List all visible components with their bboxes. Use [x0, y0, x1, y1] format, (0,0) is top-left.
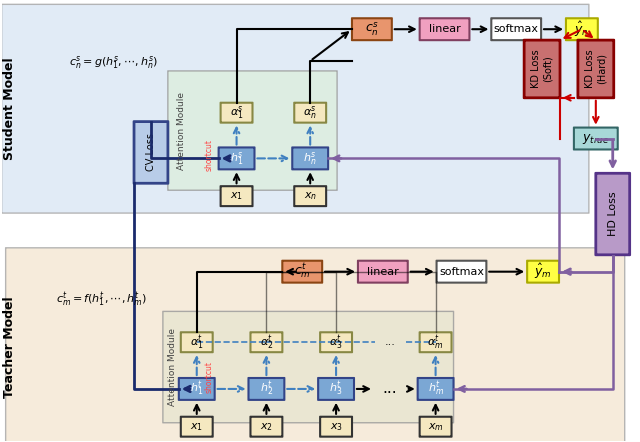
Text: linear: linear — [429, 24, 460, 34]
Text: HD Loss: HD Loss — [608, 192, 618, 236]
FancyBboxPatch shape — [318, 378, 354, 400]
FancyBboxPatch shape — [418, 378, 454, 400]
Text: ...: ... — [385, 337, 396, 347]
FancyBboxPatch shape — [181, 332, 212, 352]
Text: $x_m$: $x_m$ — [428, 421, 444, 433]
Text: $h_1^s$: $h_1^s$ — [230, 150, 243, 167]
Text: $x_n$: $x_n$ — [303, 190, 317, 202]
Text: Student Model: Student Model — [3, 57, 16, 160]
Text: softmax: softmax — [439, 267, 484, 277]
Text: Attention Module: Attention Module — [168, 328, 177, 406]
Text: $x_2$: $x_2$ — [260, 421, 273, 433]
Text: $x_3$: $x_3$ — [330, 421, 342, 433]
FancyBboxPatch shape — [179, 378, 214, 400]
FancyBboxPatch shape — [420, 417, 452, 437]
FancyBboxPatch shape — [527, 261, 559, 282]
Text: linear: linear — [367, 267, 399, 277]
Text: softmax: softmax — [493, 24, 539, 34]
FancyBboxPatch shape — [250, 332, 282, 352]
FancyBboxPatch shape — [320, 417, 352, 437]
Text: $\alpha_2^t$: $\alpha_2^t$ — [260, 333, 273, 351]
Text: $\alpha_3^t$: $\alpha_3^t$ — [330, 333, 343, 351]
Text: $h_3^t$: $h_3^t$ — [330, 380, 343, 398]
FancyBboxPatch shape — [436, 261, 486, 282]
FancyBboxPatch shape — [250, 417, 282, 437]
Text: ...: ... — [383, 381, 397, 396]
Text: $h_2^t$: $h_2^t$ — [260, 380, 273, 398]
Text: $\hat{y}_m$: $\hat{y}_m$ — [534, 262, 552, 281]
FancyBboxPatch shape — [352, 18, 392, 40]
Text: $\alpha_m^t$: $\alpha_m^t$ — [428, 333, 444, 351]
Text: $h_m^t$: $h_m^t$ — [428, 380, 444, 398]
Text: $\alpha_n^s$: $\alpha_n^s$ — [303, 104, 317, 121]
FancyBboxPatch shape — [566, 18, 598, 40]
Text: $h_1^t$: $h_1^t$ — [190, 380, 204, 398]
FancyBboxPatch shape — [294, 103, 326, 122]
Text: $x_1$: $x_1$ — [190, 421, 204, 433]
Text: KD Loss
(Hard): KD Loss (Hard) — [585, 50, 607, 88]
FancyBboxPatch shape — [420, 332, 452, 352]
FancyBboxPatch shape — [134, 122, 168, 183]
Text: $h_n^s$: $h_n^s$ — [303, 150, 317, 167]
Text: CV Loss: CV Loss — [146, 133, 156, 171]
FancyBboxPatch shape — [358, 261, 408, 282]
Text: shortcut: shortcut — [204, 139, 213, 171]
FancyBboxPatch shape — [163, 312, 454, 423]
FancyBboxPatch shape — [320, 332, 352, 352]
Text: $c_m^t = f(h_1^t, \cdots, h_m^t)$: $c_m^t = f(h_1^t, \cdots, h_m^t)$ — [56, 290, 148, 309]
Text: $y_{true}$: $y_{true}$ — [582, 132, 609, 145]
FancyBboxPatch shape — [292, 148, 328, 169]
Text: $c_n^s$: $c_n^s$ — [365, 20, 379, 38]
FancyBboxPatch shape — [578, 40, 614, 98]
FancyBboxPatch shape — [2, 4, 589, 213]
FancyBboxPatch shape — [420, 18, 470, 40]
FancyBboxPatch shape — [294, 186, 326, 206]
Text: $c_m^t$: $c_m^t$ — [294, 262, 310, 281]
FancyBboxPatch shape — [219, 148, 255, 169]
Text: KD Loss
(Soft): KD Loss (Soft) — [531, 50, 553, 88]
Text: Teacher Model: Teacher Model — [3, 297, 16, 398]
Text: $c_n^s = g(h_1^s, \cdots, h_n^s)$: $c_n^s = g(h_1^s, \cdots, h_n^s)$ — [69, 54, 158, 72]
FancyBboxPatch shape — [6, 248, 625, 442]
FancyBboxPatch shape — [221, 103, 253, 122]
FancyBboxPatch shape — [181, 417, 212, 437]
FancyBboxPatch shape — [524, 40, 560, 98]
FancyBboxPatch shape — [492, 18, 541, 40]
FancyBboxPatch shape — [221, 186, 253, 206]
Text: $\alpha_1^t$: $\alpha_1^t$ — [190, 333, 204, 351]
FancyBboxPatch shape — [596, 173, 630, 255]
FancyBboxPatch shape — [248, 378, 284, 400]
Text: shortcut: shortcut — [204, 361, 213, 393]
Text: Attention Module: Attention Module — [177, 91, 186, 170]
FancyBboxPatch shape — [168, 71, 337, 190]
Text: $x_1$: $x_1$ — [230, 190, 243, 202]
FancyBboxPatch shape — [282, 261, 322, 282]
Text: $\alpha_1^s$: $\alpha_1^s$ — [230, 104, 243, 121]
FancyBboxPatch shape — [574, 128, 618, 149]
Text: $\hat{y}_n$: $\hat{y}_n$ — [575, 20, 589, 39]
